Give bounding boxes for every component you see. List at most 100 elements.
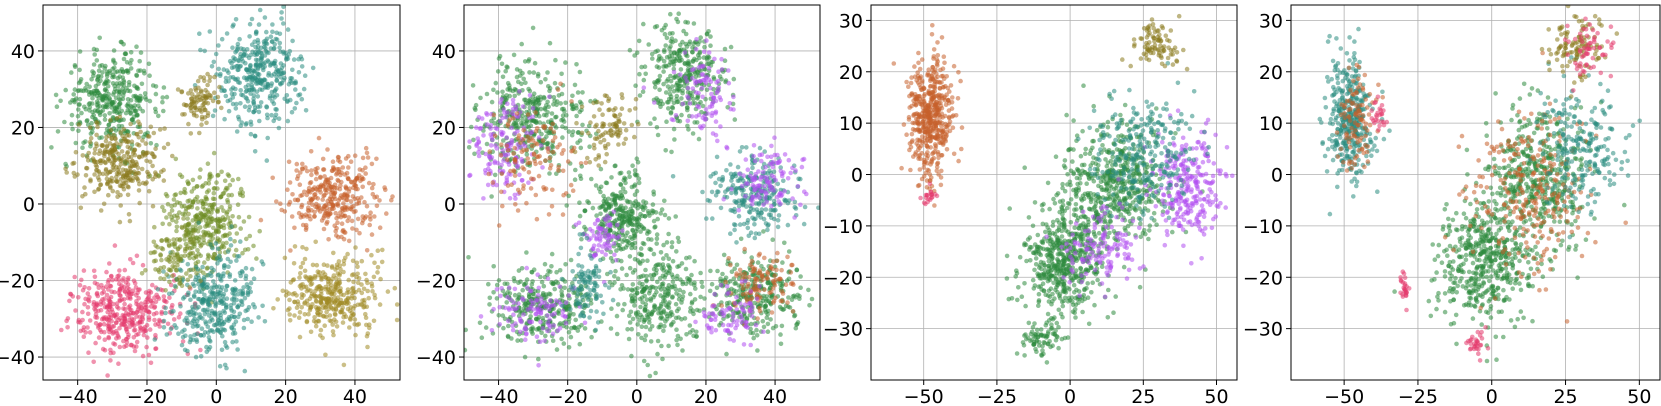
- scatter-point: [487, 149, 493, 154]
- scatter-point: [342, 229, 347, 235]
- scatter-point: [252, 149, 258, 154]
- scatter-point: [706, 65, 712, 71]
- scatter-point: [572, 177, 578, 182]
- scatter-point: [128, 257, 133, 262]
- scatter-point: [248, 63, 253, 69]
- scatter-point: [92, 150, 97, 156]
- scatter-point: [352, 153, 358, 158]
- scatter-point: [672, 137, 677, 142]
- scatter-point: [696, 90, 701, 96]
- scatter-point: [76, 107, 81, 112]
- scatter-point: [310, 262, 316, 268]
- scatter-point: [543, 333, 548, 339]
- scatter-point: [503, 114, 509, 120]
- scatter-point: [710, 110, 715, 116]
- scatter-point: [159, 257, 164, 263]
- scatter-point: [151, 239, 157, 245]
- scatter-point: [117, 114, 123, 120]
- scatter-point: [677, 118, 683, 124]
- scatter-point: [547, 171, 552, 176]
- scatter-point: [792, 199, 798, 205]
- scatter-points: [49, 5, 400, 378]
- scatter-point: [125, 68, 131, 74]
- scatter-point: [520, 71, 525, 76]
- scatter-point: [182, 327, 187, 333]
- scatter-point: [135, 170, 140, 175]
- scatter-point: [371, 274, 377, 280]
- scatter-point: [664, 79, 670, 84]
- scatter-point: [142, 305, 148, 310]
- scatter-point: [115, 194, 120, 199]
- scatter-point: [120, 70, 126, 75]
- scatter-point: [77, 96, 83, 102]
- scatter-point: [222, 319, 227, 325]
- scatter-point: [195, 199, 201, 204]
- scatter-point: [499, 189, 504, 195]
- scatter-point: [509, 182, 514, 187]
- scatter-point: [231, 55, 236, 60]
- scatter-point: [257, 228, 263, 234]
- scatter-point: [738, 176, 743, 181]
- scatter-point: [73, 308, 78, 313]
- scatter-point: [684, 44, 690, 49]
- scatter-point: [516, 136, 521, 141]
- scatter-point: [671, 126, 677, 132]
- scatter-point: [341, 314, 346, 320]
- scatter-point: [690, 75, 695, 81]
- scatter-point: [270, 39, 275, 44]
- scatter-point: [608, 227, 613, 233]
- scatter-point: [703, 107, 709, 112]
- scatter-point: [633, 83, 638, 88]
- scatter-point: [489, 194, 494, 199]
- scatter-point: [96, 177, 102, 183]
- scatter-point: [628, 206, 633, 212]
- scatter-point: [781, 178, 786, 184]
- scatter-point: [371, 318, 377, 324]
- scatter-point: [145, 335, 150, 340]
- scatter-point: [231, 300, 237, 306]
- scatter-point: [141, 329, 147, 334]
- scatter-point: [308, 196, 313, 202]
- scatter-point: [664, 35, 670, 41]
- scatter-point: [302, 256, 308, 262]
- scatter-point: [300, 282, 305, 287]
- scatter-point: [552, 98, 557, 104]
- scatter-point: [365, 280, 370, 286]
- scatter-point: [202, 260, 207, 265]
- scatter-point: [762, 174, 767, 180]
- scatter-point: [112, 65, 117, 71]
- scatter-point: [308, 216, 313, 222]
- scatter-point: [228, 306, 234, 311]
- scatter-point: [560, 212, 566, 217]
- scatter-point: [355, 186, 360, 192]
- scatter-point: [776, 213, 782, 218]
- scatter-point: [246, 214, 252, 220]
- scatter-point: [164, 215, 169, 220]
- scatter-point: [84, 165, 89, 171]
- scatter-point: [114, 89, 119, 94]
- scatter-point: [141, 332, 147, 338]
- scatter-point: [206, 253, 211, 259]
- scatter-point: [484, 112, 490, 117]
- scatter-point: [273, 107, 278, 112]
- scatter-point: [687, 101, 693, 106]
- scatter-point: [768, 187, 773, 192]
- scatter-point: [193, 105, 198, 111]
- scatter-point: [316, 312, 321, 318]
- scatter-point: [184, 271, 189, 276]
- scatter-point: [182, 186, 187, 192]
- scatter-point: [796, 176, 801, 182]
- scatter-point: [171, 237, 176, 242]
- scatter-point: [753, 201, 759, 206]
- scatter-point: [187, 251, 193, 256]
- scatter-point: [230, 287, 235, 293]
- scatter-point: [246, 70, 251, 75]
- scatter-point: [524, 130, 529, 136]
- scatter-point: [363, 145, 369, 151]
- scatter-point: [652, 85, 658, 90]
- scatter-point: [268, 46, 274, 51]
- scatter-point: [151, 258, 157, 264]
- scatter-point: [91, 268, 97, 274]
- scatter-point: [69, 112, 75, 118]
- scatter-point: [728, 231, 733, 236]
